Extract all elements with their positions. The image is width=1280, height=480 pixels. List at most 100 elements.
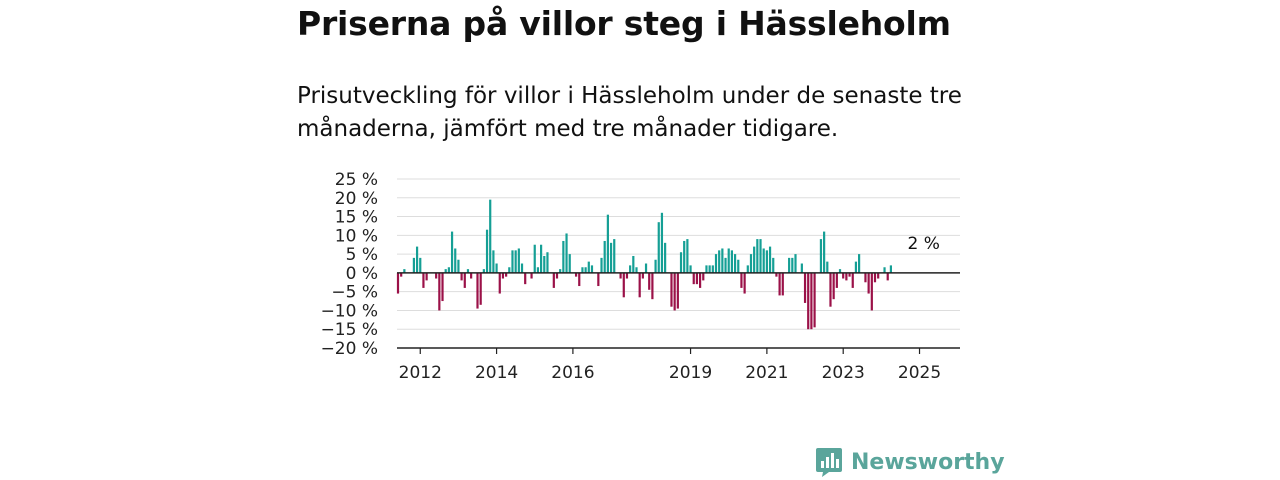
bar [664, 242, 667, 273]
bar [778, 272, 781, 296]
bar [463, 272, 466, 288]
bar [425, 272, 428, 281]
bar [415, 246, 419, 273]
bar [819, 239, 823, 273]
bar [530, 272, 533, 279]
bar [660, 212, 664, 273]
y-tick-label: 5 % [346, 245, 378, 265]
bar [800, 263, 803, 273]
bar [422, 272, 425, 288]
y-tick-label: 20 % [335, 189, 378, 209]
bar [886, 272, 889, 281]
bar [718, 250, 721, 273]
bar [803, 272, 807, 303]
bar [753, 246, 756, 273]
bar [568, 254, 571, 273]
bar [412, 257, 415, 273]
bar [543, 255, 546, 273]
bar [508, 267, 511, 273]
bar [638, 272, 641, 298]
bar [574, 272, 578, 277]
bar [552, 272, 555, 288]
bar [651, 272, 654, 300]
bar [641, 272, 644, 279]
bar [482, 269, 485, 273]
bar [870, 272, 873, 311]
bar [629, 265, 632, 273]
bar [877, 272, 880, 279]
bar [584, 267, 587, 273]
bar [842, 272, 845, 279]
y-tick-label: 15 % [335, 208, 378, 228]
bar [435, 272, 438, 279]
bar [450, 231, 454, 273]
bar [807, 272, 810, 330]
bar [603, 240, 606, 273]
x-tick-label: 2021 [745, 363, 788, 383]
y-tick-label: −5 % [331, 283, 378, 303]
bar [810, 272, 813, 330]
bar [772, 257, 775, 273]
bar [743, 272, 746, 294]
bar [654, 259, 657, 273]
bar [657, 222, 660, 273]
bar [791, 257, 794, 273]
bar [727, 248, 730, 273]
bar [848, 272, 851, 277]
bar [533, 244, 536, 273]
bar [721, 248, 724, 273]
bar [686, 239, 689, 273]
bar [632, 255, 635, 273]
bar [597, 272, 600, 287]
bar [479, 272, 482, 305]
bar [457, 259, 460, 273]
bar [403, 269, 406, 273]
bar [517, 248, 520, 273]
bar [708, 265, 711, 273]
bar [609, 242, 613, 273]
x-tick-label: 2025 [898, 363, 941, 383]
bar [460, 272, 463, 281]
bar [546, 252, 549, 273]
bar [689, 265, 692, 273]
bar [775, 272, 778, 277]
bar [492, 250, 495, 273]
bar [864, 272, 867, 283]
bar [873, 272, 877, 283]
newsworthy-brand[interactable]: Newsworthy [815, 446, 1005, 478]
bar [838, 269, 842, 273]
bar [454, 248, 457, 273]
bar [889, 265, 892, 273]
bar [832, 272, 835, 300]
bar [858, 254, 861, 273]
x-tick-label: 2023 [822, 363, 865, 383]
bar [635, 267, 638, 273]
bar [590, 265, 594, 273]
bar [578, 272, 581, 287]
bar [498, 272, 501, 294]
bar [559, 269, 562, 273]
bar [565, 233, 568, 273]
bar [711, 265, 714, 273]
bar [447, 267, 450, 273]
chart-subtitle: Prisutveckling för villor i Hässleholm u… [297, 83, 962, 142]
bar [505, 272, 508, 277]
bar [514, 250, 517, 273]
bar [501, 272, 505, 279]
y-tick-label: 0 % [346, 264, 378, 284]
x-tick-label: 2019 [669, 363, 712, 383]
bar [419, 257, 422, 273]
bar [613, 239, 616, 273]
bar [476, 272, 479, 309]
bar [826, 261, 829, 273]
x-tick-label: 2012 [399, 363, 442, 383]
bar [854, 261, 858, 273]
bar [794, 254, 797, 273]
bar [673, 272, 676, 311]
bar [396, 272, 400, 294]
bar [489, 199, 492, 273]
x-tick-label: 2014 [475, 363, 518, 383]
y-tick-label: −15 % [321, 320, 378, 340]
bar [676, 272, 679, 309]
